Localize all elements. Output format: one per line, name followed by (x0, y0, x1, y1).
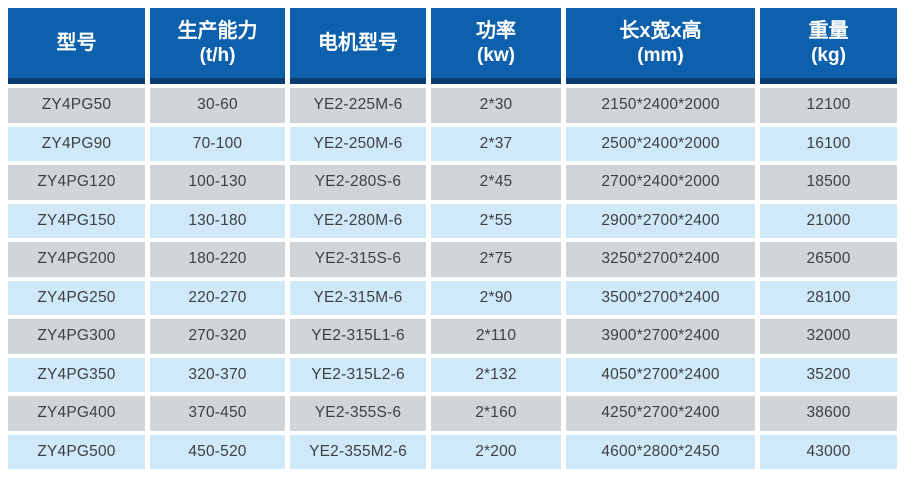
table-cell-model: ZY4PG150 (8, 203, 145, 238)
table-cell-weight: 18500 (760, 165, 897, 200)
table-cell-model: ZY4PG300 (8, 319, 145, 354)
table-cell-capacity: 180-220 (150, 242, 285, 277)
table-cell-capacity: 100-130 (150, 165, 285, 200)
table-cell-model: ZY4PG500 (8, 434, 145, 469)
table-cell-motor-model: YE2-355S-6 (290, 396, 426, 431)
header-title: 电机型号 (318, 32, 398, 54)
header-cell-model: 型号 (8, 8, 145, 84)
table-cell-power: 2*200 (431, 434, 561, 469)
table-cell-motor-model: YE2-225M-6 (290, 88, 426, 123)
table-cell-motor-model: YE2-315L1-6 (290, 319, 426, 354)
table-cell-power: 2*160 (431, 396, 561, 431)
table-cell-weight: 21000 (760, 203, 897, 238)
table-cell-dimensions: 3500*2700*2400 (566, 280, 755, 315)
table-cell-model: ZY4PG120 (8, 165, 145, 200)
table-cell-capacity: 30-60 (150, 88, 285, 123)
header-cell-motor-model: 电机型号 (290, 8, 426, 84)
table-cell-model: ZY4PG250 (8, 280, 145, 315)
table-cell-motor-model: YE2-315L2-6 (290, 357, 426, 392)
table-cell-dimensions: 2150*2400*2000 (566, 88, 755, 123)
table-cell-model: ZY4PG350 (8, 357, 145, 392)
table-cell-dimensions: 3900*2700*2400 (566, 319, 755, 354)
table-cell-power: 2*37 (431, 126, 561, 161)
table-cell-capacity: 130-180 (150, 203, 285, 238)
table-cell-motor-model: YE2-315S-6 (290, 242, 426, 277)
table-cell-weight: 35200 (760, 357, 897, 392)
table-cell-dimensions: 4600*2800*2450 (566, 434, 755, 469)
spec-table: 型号 生产能力 (t/h) 电机型号 功率 (kw) 长x宽x高 (mm) 重量… (8, 8, 897, 469)
table-cell-capacity: 370-450 (150, 396, 285, 431)
table-cell-power: 2*90 (431, 280, 561, 315)
table-cell-power: 2*55 (431, 203, 561, 238)
header-cell-weight: 重量 (kg) (760, 8, 897, 84)
table-cell-capacity: 220-270 (150, 280, 285, 315)
header-title: 重量 (808, 19, 849, 42)
table-cell-dimensions: 2500*2400*2000 (566, 126, 755, 161)
table-cell-weight: 32000 (760, 319, 897, 354)
table-cell-power: 2*75 (431, 242, 561, 277)
table-cell-capacity: 270-320 (150, 319, 285, 354)
table-cell-dimensions: 2700*2400*2000 (566, 165, 755, 200)
table-cell-dimensions: 3250*2700*2400 (566, 242, 755, 277)
table-cell-capacity: 70-100 (150, 126, 285, 161)
table-cell-motor-model: YE2-280S-6 (290, 165, 426, 200)
header-cell-capacity: 生产能力 (t/h) (150, 8, 285, 84)
header-unit: (mm) (637, 44, 684, 66)
header-title: 生产能力 (177, 19, 258, 42)
table-cell-model: ZY4PG50 (8, 88, 145, 123)
table-cell-motor-model: YE2-250M-6 (290, 126, 426, 161)
header-cell-dimensions: 长x宽x高 (mm) (566, 8, 755, 84)
table-cell-weight: 28100 (760, 280, 897, 315)
table-cell-power: 2*132 (431, 357, 561, 392)
table-cell-dimensions: 4250*2700*2400 (566, 396, 755, 431)
header-title: 长x宽x高 (619, 19, 702, 42)
table-cell-dimensions: 4050*2700*2400 (566, 357, 755, 392)
table-cell-weight: 16100 (760, 126, 897, 161)
table-cell-capacity: 450-520 (150, 434, 285, 469)
table-cell-model: ZY4PG400 (8, 396, 145, 431)
table-cell-model: ZY4PG90 (8, 126, 145, 161)
table-cell-capacity: 320-370 (150, 357, 285, 392)
table-cell-weight: 26500 (760, 242, 897, 277)
header-unit: (kw) (477, 44, 515, 66)
table-cell-motor-model: YE2-355M2-6 (290, 434, 426, 469)
table-cell-motor-model: YE2-280M-6 (290, 203, 426, 238)
table-cell-power: 2*45 (431, 165, 561, 200)
header-title: 型号 (56, 32, 97, 54)
table-cell-dimensions: 2900*2700*2400 (566, 203, 755, 238)
header-cell-power: 功率 (kw) (431, 8, 561, 84)
table-cell-weight: 12100 (760, 88, 897, 123)
table-cell-model: ZY4PG200 (8, 242, 145, 277)
header-title: 功率 (476, 19, 516, 42)
table-cell-motor-model: YE2-315M-6 (290, 280, 426, 315)
table-cell-weight: 43000 (760, 434, 897, 469)
table-cell-power: 2*110 (431, 319, 561, 354)
header-unit: (kg) (811, 44, 846, 66)
header-unit: (t/h) (199, 44, 236, 66)
table-cell-power: 2*30 (431, 88, 561, 123)
table-cell-weight: 38600 (760, 396, 897, 431)
